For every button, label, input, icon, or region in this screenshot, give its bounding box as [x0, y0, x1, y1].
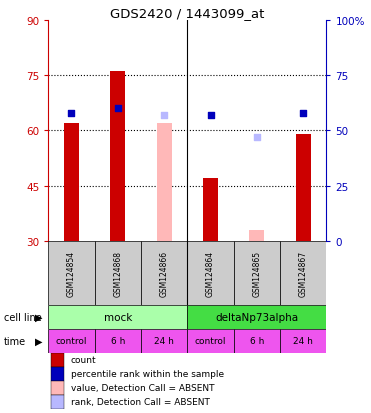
- Text: count: count: [70, 356, 96, 365]
- Bar: [95, 329, 141, 353]
- Point: [254, 134, 260, 141]
- Text: deltaNp73alpha: deltaNp73alpha: [215, 312, 299, 322]
- Text: 24 h: 24 h: [154, 337, 174, 346]
- Point: [115, 106, 121, 112]
- Text: control: control: [195, 337, 226, 346]
- Point: [69, 110, 75, 116]
- Text: control: control: [56, 337, 87, 346]
- Point: [208, 112, 214, 119]
- Bar: [48, 305, 187, 329]
- Bar: [203, 179, 218, 241]
- Bar: [52, 367, 64, 381]
- Bar: [64, 123, 79, 241]
- Text: GSM124868: GSM124868: [113, 250, 122, 296]
- Text: value, Detection Call = ABSENT: value, Detection Call = ABSENT: [70, 384, 214, 392]
- Bar: [48, 329, 95, 353]
- Text: ▶: ▶: [35, 336, 43, 346]
- Bar: [141, 329, 187, 353]
- Text: cell line: cell line: [4, 312, 42, 322]
- Text: GSM124866: GSM124866: [160, 250, 169, 296]
- Text: ▶: ▶: [35, 312, 43, 322]
- Bar: [280, 241, 326, 305]
- Text: 6 h: 6 h: [250, 337, 264, 346]
- Title: GDS2420 / 1443099_at: GDS2420 / 1443099_at: [110, 7, 265, 19]
- Bar: [187, 241, 234, 305]
- Bar: [296, 135, 311, 241]
- Bar: [157, 123, 171, 241]
- Bar: [52, 381, 64, 395]
- Text: GSM124867: GSM124867: [299, 250, 308, 296]
- Text: mock: mock: [104, 312, 132, 322]
- Point: [301, 110, 306, 116]
- Bar: [48, 241, 95, 305]
- Bar: [187, 305, 326, 329]
- Bar: [52, 395, 64, 409]
- Text: GSM124864: GSM124864: [206, 250, 215, 296]
- Point: [161, 112, 167, 119]
- Bar: [95, 241, 141, 305]
- Text: percentile rank within the sample: percentile rank within the sample: [70, 370, 224, 378]
- Text: 6 h: 6 h: [111, 337, 125, 346]
- Bar: [234, 329, 280, 353]
- Bar: [141, 241, 187, 305]
- Bar: [187, 329, 234, 353]
- Bar: [234, 241, 280, 305]
- Bar: [250, 230, 265, 241]
- Text: GSM124854: GSM124854: [67, 250, 76, 296]
- Text: GSM124865: GSM124865: [252, 250, 262, 296]
- Text: time: time: [4, 336, 26, 346]
- Bar: [52, 353, 64, 367]
- Bar: [111, 72, 125, 241]
- Text: rank, Detection Call = ABSENT: rank, Detection Call = ABSENT: [70, 397, 210, 406]
- Bar: [280, 329, 326, 353]
- Text: 24 h: 24 h: [293, 337, 313, 346]
